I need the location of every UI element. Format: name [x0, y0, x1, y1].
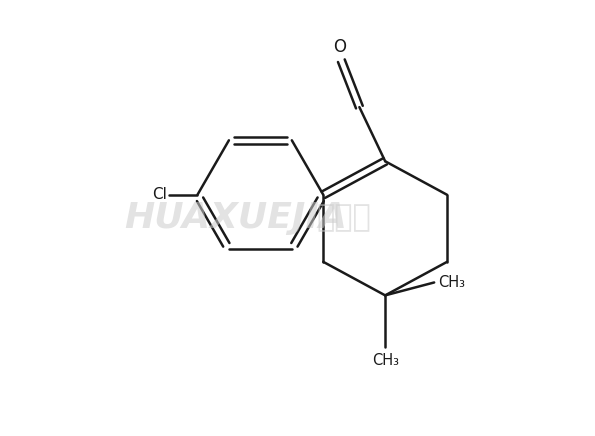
- Text: CH₃: CH₃: [439, 275, 465, 290]
- Text: Cl: Cl: [152, 187, 167, 202]
- Text: 化学加: 化学加: [317, 204, 371, 232]
- Text: HUAXUEJIA: HUAXUEJIA: [124, 201, 347, 235]
- Text: CH₃: CH₃: [372, 353, 399, 368]
- Text: O: O: [333, 37, 346, 55]
